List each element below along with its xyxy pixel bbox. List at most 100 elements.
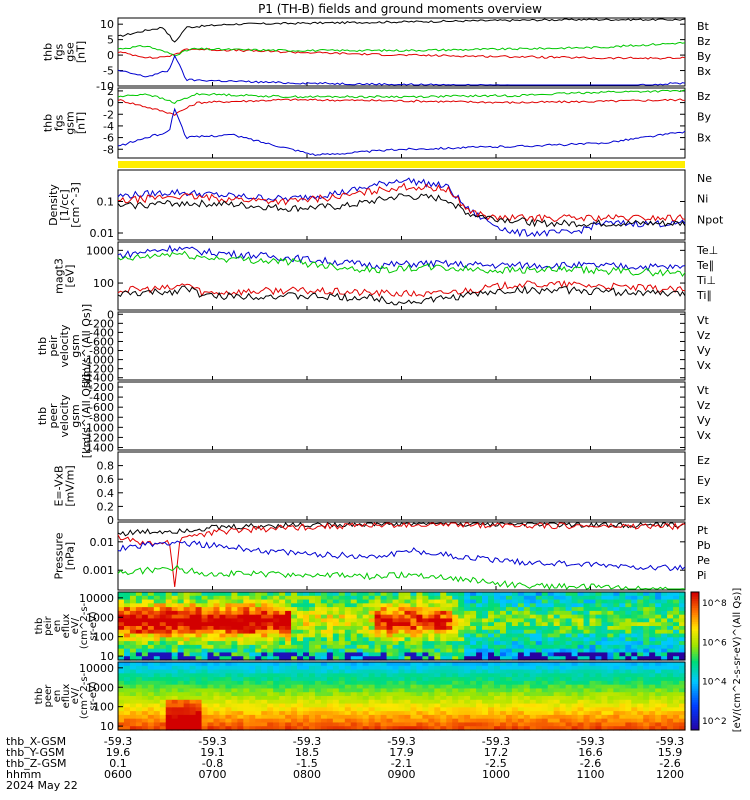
- spectrogram-cell: [129, 592, 137, 597]
- spectrogram-cell: [571, 614, 579, 620]
- spectrogram-cell: [637, 714, 644, 720]
- spectrogram-cell: [679, 610, 686, 616]
- spectrogram-cell: [571, 726, 579, 731]
- spectrogram-cell: [428, 610, 435, 616]
- y-axis-label: thb: [36, 337, 49, 355]
- spectrogram-cell: [673, 618, 680, 623]
- spectrogram-cell: [637, 637, 644, 642]
- spectrogram-cell: [332, 592, 340, 597]
- y-axis-label: thb: [36, 407, 49, 425]
- spectrogram-cell: [374, 607, 382, 612]
- spectrogram-cell: [123, 622, 131, 627]
- spectrogram-cell: [362, 607, 370, 612]
- spectrogram-cell: [123, 692, 131, 697]
- spectrogram-cell: [643, 696, 650, 701]
- spectrogram-cell: [535, 610, 543, 616]
- spectrogram-cell: [404, 726, 412, 731]
- y-tick-label: -1200: [82, 363, 114, 376]
- spectrogram-cell: [619, 648, 626, 654]
- spectrogram-cell: [255, 626, 262, 631]
- spectrogram-cell: [547, 641, 555, 646]
- spectrogram-cell: [643, 711, 650, 716]
- spectrogram-cell: [147, 607, 155, 612]
- spectrogram-cell: [679, 656, 686, 661]
- spectrogram-cell: [285, 644, 292, 650]
- spectrogram-cell: [565, 626, 573, 631]
- spectrogram-cell: [643, 641, 650, 646]
- spectrogram-cell: [440, 614, 447, 620]
- spectrogram-cell: [643, 603, 650, 608]
- spectrogram-cell: [505, 688, 513, 693]
- spectrogram-cell: [350, 665, 358, 671]
- spectrogram-cell: [452, 633, 459, 638]
- spectrogram-cell: [195, 648, 203, 654]
- spectrogram-cell: [171, 656, 179, 661]
- spectrogram-cell: [613, 614, 620, 620]
- spectrogram-cell: [171, 644, 179, 650]
- spectrogram-cell: [225, 648, 232, 654]
- spectrogram-cell: [243, 592, 250, 597]
- spectrogram-cell: [398, 610, 406, 616]
- spectrogram-cell: [332, 722, 340, 727]
- y-axis-label: gsm: [69, 404, 82, 427]
- spectrogram-cell: [529, 711, 537, 716]
- spectrogram-cell: [440, 622, 447, 627]
- spectrogram-cell: [476, 641, 483, 646]
- spectrogram-cell: [273, 626, 280, 631]
- spectrogram-cell: [279, 673, 286, 678]
- spectrogram-cell: [643, 677, 650, 682]
- spectrogram-cell: [601, 644, 609, 650]
- spectrogram-cell: [285, 665, 292, 671]
- spectrogram-cell: [583, 696, 591, 701]
- spectrogram-cell: [434, 718, 441, 724]
- spectrogram-cell: [147, 707, 155, 712]
- spectrogram-cell: [314, 607, 322, 612]
- colorbar-cell: [691, 610, 699, 614]
- spectrogram-cell: [153, 707, 161, 712]
- spectrogram-cell: [147, 726, 155, 731]
- colorbar-cell: [691, 598, 699, 602]
- y-tick-label: 100: [93, 277, 114, 290]
- spectrogram-cell: [273, 714, 280, 720]
- spectrogram-cell: [332, 669, 340, 674]
- spectrogram-cell: [619, 673, 626, 678]
- spectrogram-cell: [458, 626, 465, 631]
- spectrogram-cell: [565, 656, 573, 661]
- spectrogram-cell: [529, 614, 537, 620]
- legend-Vz: Vz: [697, 329, 711, 342]
- spectrogram-cell: [434, 684, 441, 690]
- spectrogram-cell: [595, 595, 603, 601]
- spectrogram-cell: [422, 603, 429, 608]
- spectrogram-cell: [243, 703, 250, 708]
- spectrogram-cell: [541, 648, 549, 654]
- spectrogram-cell: [231, 718, 238, 724]
- spectrogram-cell: [511, 595, 519, 601]
- spectrogram-cell: [416, 656, 423, 661]
- spectrogram-cell: [595, 673, 603, 678]
- spectrogram-cell: [171, 592, 179, 597]
- spectrogram-cell: [308, 688, 316, 693]
- spectrogram-cell: [141, 603, 149, 608]
- spectrogram-cell: [386, 607, 394, 612]
- spectrogram-cell: [547, 718, 555, 724]
- spectrogram-cell: [189, 641, 197, 646]
- spectrogram-cell: [673, 648, 680, 654]
- spectrogram-cell: [559, 607, 567, 612]
- spectrogram-cell: [565, 680, 573, 686]
- spectrogram-cell: [141, 618, 149, 623]
- spectrogram-cell: [392, 696, 400, 701]
- spectrogram-cell: [679, 703, 686, 708]
- spectrogram-cell: [392, 614, 400, 620]
- spectrogram-cell: [308, 673, 316, 678]
- spectrogram-cell: [523, 656, 531, 661]
- spectrogram-cell: [440, 665, 447, 671]
- spectrogram-cell: [291, 726, 298, 731]
- spectrogram-cell: [237, 644, 244, 650]
- spectrogram-cell: [255, 684, 262, 690]
- spectrogram-cell: [649, 607, 656, 612]
- spectrogram-cell: [153, 599, 161, 604]
- spectrogram-cell: [607, 652, 614, 657]
- spectrogram-cell: [249, 718, 256, 724]
- spectrogram-cell: [488, 665, 495, 671]
- spectrogram-cell: [297, 599, 304, 604]
